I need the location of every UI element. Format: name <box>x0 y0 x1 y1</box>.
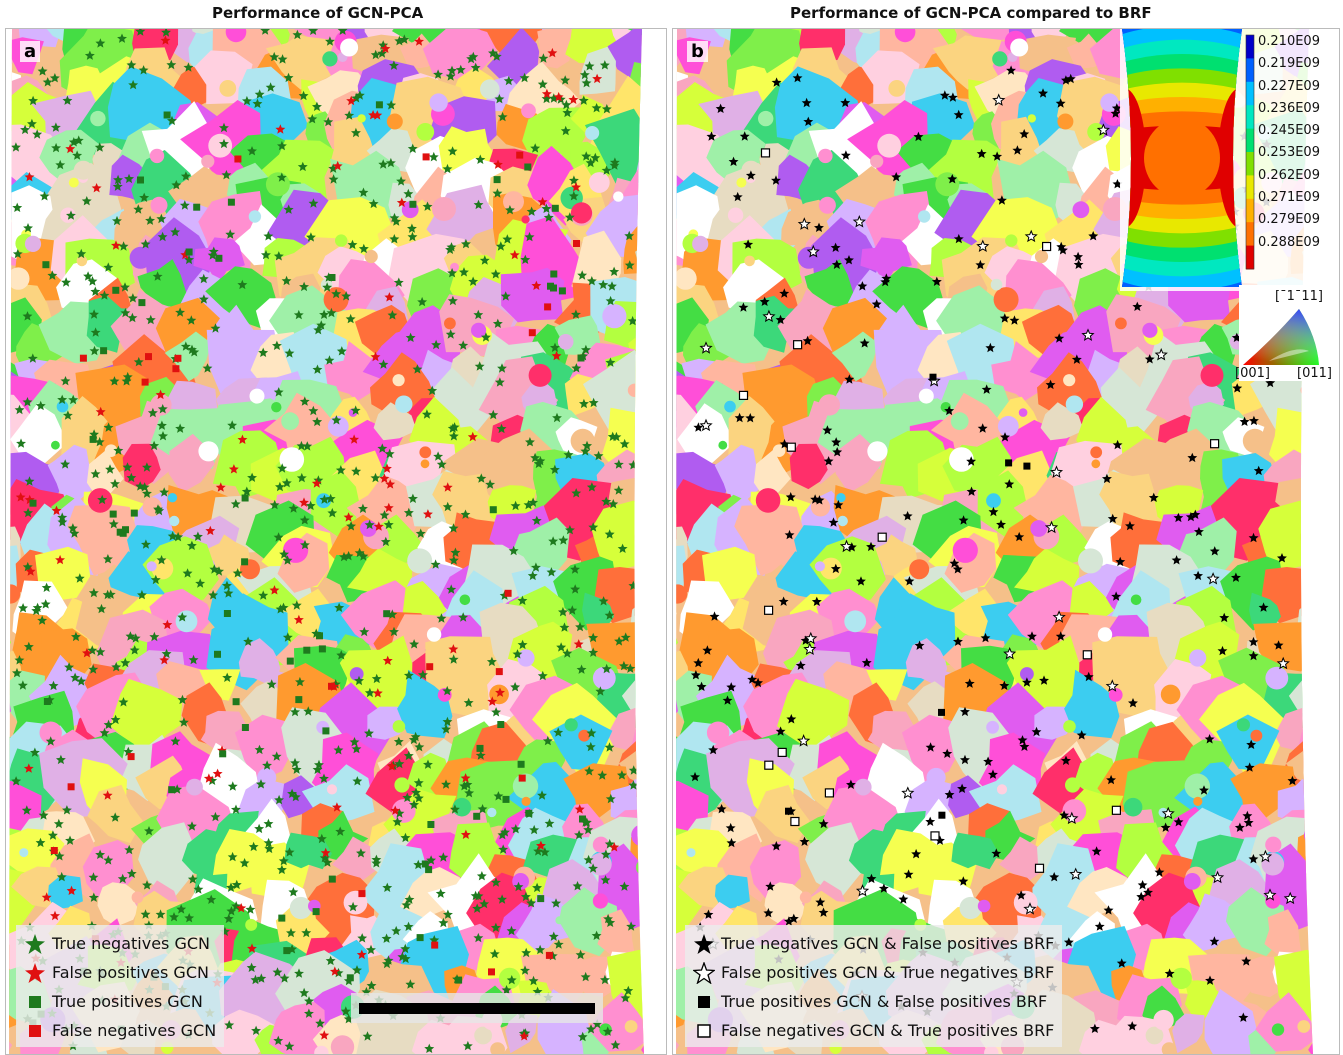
colorbar-tick: 0.288E09 <box>1258 234 1320 250</box>
colorbar-tick: 0.262E09 <box>1258 167 1320 183</box>
colorbar-tick: 0.236E09 <box>1258 100 1320 116</box>
colorbar-tick: 0.279E09 <box>1258 212 1320 228</box>
scale-bar <box>351 993 603 1023</box>
white-square-icon <box>697 1023 711 1038</box>
colorbar-tick: 0.245E09 <box>1258 123 1320 139</box>
colorbar-tick: 0.210E09 <box>1258 34 1320 49</box>
black-star-icon <box>694 933 714 954</box>
black-square-icon <box>698 995 710 1008</box>
legend-b-label-3: False negatives GCN & True positives BRF <box>721 1021 1055 1040</box>
panel-b-title: Performance of GCN-PCA compared to BRF <box>790 4 1152 22</box>
legend-a-true-positives: True positives GCN <box>24 987 216 1016</box>
colorbar-ticks: 0.210E09 0.219E09 0.227E09 0.236E09 0.24… <box>1258 31 1320 254</box>
legend-b-tn-fp: True negatives GCN & False positives BRF <box>693 929 1054 958</box>
colorbar-tick: 0.219E09 <box>1258 56 1320 72</box>
legend-a-false-negatives: False negatives GCN <box>24 1016 216 1045</box>
panel-a-label: a <box>20 41 41 62</box>
legend-a-label-1: False positives GCN <box>52 963 209 982</box>
legend-b-label-0: True negatives GCN & False positives BRF <box>721 934 1055 953</box>
colorbar-tick: 0.271E09 <box>1258 190 1320 206</box>
stress-contour-plot <box>1122 29 1255 287</box>
white-star-icon <box>693 961 715 984</box>
panel-a-grain-map: a True negatives GCN False positives GCN… <box>5 28 667 1055</box>
colorbar-tick: 0.227E09 <box>1258 78 1320 94</box>
red-star-icon <box>25 962 45 983</box>
legend-panel-a: True negatives GCN False positives GCN T… <box>16 925 225 1047</box>
ipf-label-011: [011] <box>1297 366 1332 381</box>
legend-b-fn-tp: False negatives GCN & True positives BRF <box>693 1016 1054 1045</box>
legend-a-label-2: True positives GCN <box>52 992 203 1011</box>
green-star-icon <box>25 933 45 954</box>
legend-b-label-2: True positives GCN & False positives BRF <box>721 992 1048 1011</box>
legend-panel-b: True negatives GCN & False positives BRF… <box>685 925 1063 1047</box>
ipf-label-111: [¯1¯11] <box>1275 289 1323 304</box>
legend-b-label-1: False positives GCN & True negatives BRF <box>721 963 1055 982</box>
ipf-triangle <box>1239 285 1335 381</box>
panel-b-grain-map: b 0.210E09 0.219E09 0.227E09 0.236E09 0.… <box>672 28 1340 1055</box>
legend-a-true-negatives: True negatives GCN <box>24 929 216 958</box>
panel-b-label: b <box>687 41 708 62</box>
legend-a-label-0: True negatives GCN <box>52 934 211 953</box>
red-square-icon <box>29 1024 41 1037</box>
legend-b-fp-tn: False positives GCN & True negatives BRF <box>693 958 1054 987</box>
green-square-icon <box>29 995 41 1008</box>
stress-contour-inset: 0.210E09 0.219E09 0.227E09 0.236E09 0.24… <box>1120 29 1334 291</box>
legend-b-tp-fp: True positives GCN & False positives BRF <box>693 987 1054 1016</box>
ipf-color-key: [¯1¯11] [001] [011] <box>1235 285 1335 381</box>
grain-map-a <box>9 29 644 1054</box>
colorbar-tick: 0.253E09 <box>1258 145 1320 161</box>
panel-a-title: Performance of GCN-PCA <box>212 4 424 22</box>
legend-a-false-positives: False positives GCN <box>24 958 216 987</box>
ipf-label-001: [001] <box>1235 366 1270 381</box>
legend-a-label-3: False negatives GCN <box>52 1021 217 1040</box>
